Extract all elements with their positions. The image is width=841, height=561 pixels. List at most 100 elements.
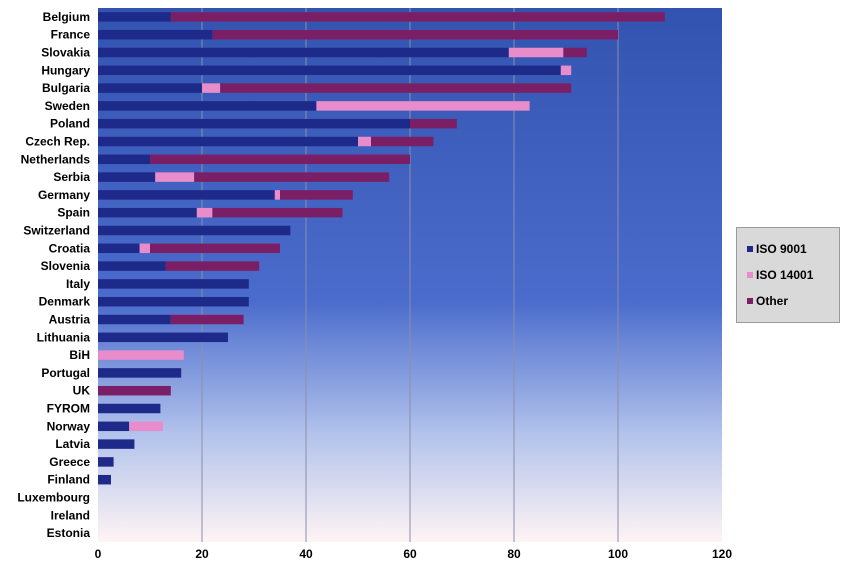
category-label: Germany xyxy=(38,188,90,202)
x-tick-label: 0 xyxy=(95,547,102,561)
bar-segment xyxy=(358,136,371,147)
bar-segment xyxy=(98,296,249,307)
category-label: Sweden xyxy=(45,99,90,113)
category-label: France xyxy=(51,28,91,42)
bar-segment xyxy=(316,101,530,111)
category-label: Italy xyxy=(66,277,90,291)
bar-segment xyxy=(170,12,665,22)
x-tick-label: 100 xyxy=(608,547,628,561)
category-label: Austria xyxy=(49,313,91,327)
bar-segment xyxy=(155,172,195,182)
category-label: Slovenia xyxy=(41,259,91,273)
category-label: Serbia xyxy=(53,170,90,184)
legend-swatch xyxy=(747,246,753,252)
bar-segment xyxy=(212,207,343,218)
category-label: UK xyxy=(73,384,91,398)
bar-segment xyxy=(139,243,150,254)
bar-segment xyxy=(98,136,358,147)
legend-swatch xyxy=(747,298,753,304)
category-label: Denmark xyxy=(39,295,91,309)
bar-segment xyxy=(98,172,156,182)
legend-item-iso-14001: ISO 14001 xyxy=(747,262,839,288)
bar-segment xyxy=(98,261,166,271)
x-tick-label: 120 xyxy=(712,547,732,561)
x-tick-labels: 0 20 40 60 80 100 120 xyxy=(95,547,733,561)
x-tick-label: 20 xyxy=(195,547,209,561)
category-label: Bulgaria xyxy=(42,81,90,95)
bar-segment xyxy=(165,261,260,271)
category-label: Czech Rep. xyxy=(25,135,90,149)
bar-segment xyxy=(98,385,171,396)
category-label: BiH xyxy=(69,348,90,362)
legend-swatch xyxy=(747,272,753,278)
bar-segment xyxy=(98,47,509,58)
x-tick-label: 40 xyxy=(299,547,313,561)
bar-segment xyxy=(202,83,221,93)
bar-segment xyxy=(98,101,317,111)
x-tick-label: 80 xyxy=(507,547,521,561)
bar-segment xyxy=(150,243,280,254)
bar-segment xyxy=(98,225,291,236)
category-label: Estonia xyxy=(47,526,91,540)
legend-item-iso-9001: ISO 9001 xyxy=(747,236,839,262)
bar-segment xyxy=(196,207,213,218)
bar-segment xyxy=(98,118,410,129)
bar-segment xyxy=(98,368,182,378)
category-label: FYROM xyxy=(47,402,90,416)
gridlines xyxy=(201,8,619,542)
category-label: Finland xyxy=(47,473,90,487)
legend-item-other: Other xyxy=(747,288,839,314)
bar-segment xyxy=(98,403,161,414)
bar-segment xyxy=(98,279,249,289)
category-label: Hungary xyxy=(41,63,90,77)
bar-segment xyxy=(129,421,163,432)
bar-segment xyxy=(274,190,280,200)
bar-segment xyxy=(508,47,564,58)
x-tick-label: 60 xyxy=(403,547,417,561)
category-label: Croatia xyxy=(49,241,91,255)
bar-segment xyxy=(170,314,244,325)
bar-segment xyxy=(98,474,111,485)
bar-segment xyxy=(98,65,561,76)
bars xyxy=(98,12,665,485)
bar-segment xyxy=(560,65,572,76)
category-label: Luxembourg xyxy=(17,491,90,505)
bar-segment xyxy=(98,421,130,432)
bar-segment xyxy=(98,83,202,93)
bar-segment xyxy=(563,47,587,58)
legend-label: ISO 14001 xyxy=(756,268,814,282)
category-label: Poland xyxy=(50,117,90,131)
category-label: Spain xyxy=(57,206,90,220)
bar-segment xyxy=(98,190,275,200)
legend-label: Other xyxy=(756,294,789,308)
category-label: Norway xyxy=(47,419,91,433)
bar-segment xyxy=(150,154,410,165)
bar-segment xyxy=(98,207,197,218)
bar-segment xyxy=(371,136,434,147)
category-label: Greece xyxy=(49,455,90,469)
category-label: Slovakia xyxy=(41,46,90,60)
legend-label: ISO 9001 xyxy=(756,242,807,256)
bar-segment xyxy=(98,332,228,343)
category-label: Lithuania xyxy=(37,330,91,344)
bar-segment xyxy=(98,243,140,254)
bar-segment xyxy=(98,457,114,467)
bar-segment xyxy=(98,350,184,360)
bar-segment xyxy=(220,83,572,93)
category-label: Belgium xyxy=(43,10,90,24)
legend: ISO 9001 ISO 14001 Other xyxy=(736,227,840,323)
bar-segment xyxy=(194,172,390,182)
bar-segment xyxy=(98,29,213,40)
category-label: Latvia xyxy=(55,437,90,451)
category-label: Ireland xyxy=(51,508,90,522)
bar-segment xyxy=(212,29,618,40)
bar-segment xyxy=(280,190,353,200)
category-label: Netherlands xyxy=(21,152,91,166)
bar-segment xyxy=(98,314,171,325)
category-labels: Belgium France Slovakia Hungary Bulgaria Swed… xyxy=(17,10,90,540)
bar-segment xyxy=(98,439,135,449)
bar-segment xyxy=(410,118,457,129)
bar-segment xyxy=(98,154,150,165)
bar-segment xyxy=(98,12,171,22)
